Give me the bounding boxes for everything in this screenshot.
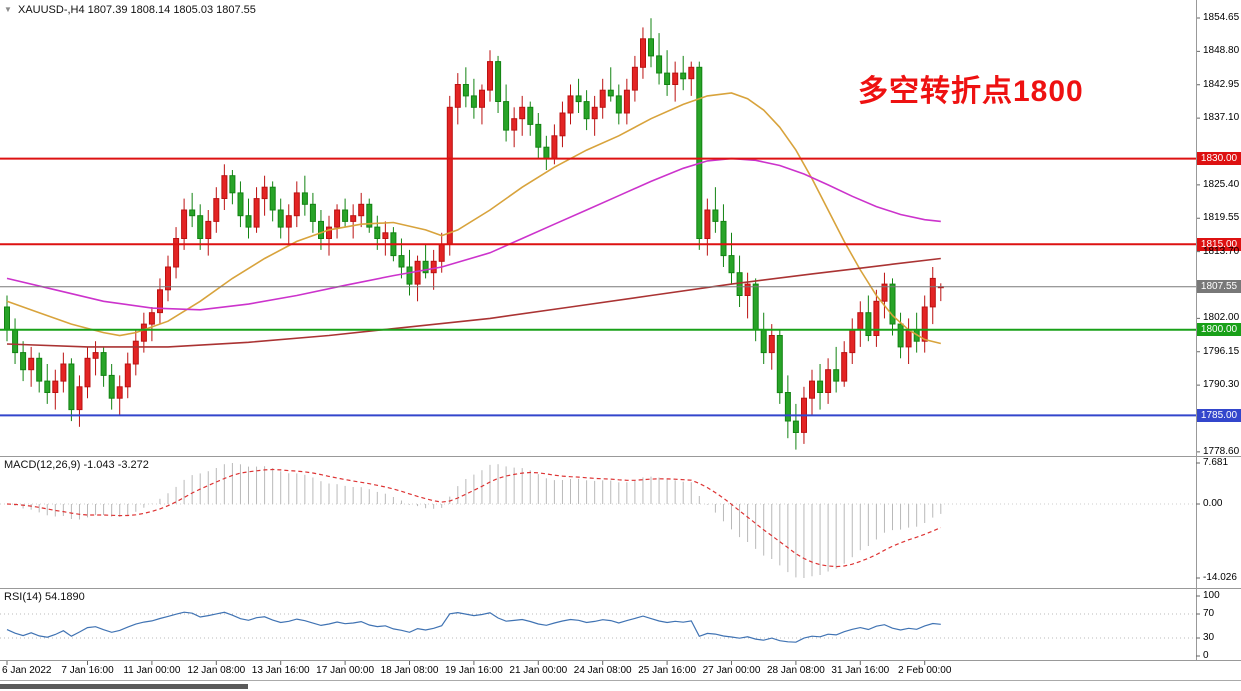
price-badge-1785.00[interactable]: 1785.00 bbox=[1197, 408, 1241, 422]
y-axis-label: 1796.15 bbox=[1203, 345, 1240, 357]
current-price-badge: 1807.55 bbox=[1197, 280, 1241, 294]
hlines-layer[interactable] bbox=[0, 157, 1196, 417]
time-axis-label: 27 Jan 00:00 bbox=[702, 665, 761, 676]
ma-slow-darkred bbox=[6, 257, 941, 348]
time-axis-label: 21 Jan 00:00 bbox=[509, 665, 568, 676]
price-badge-1800.00[interactable]: 1800.00 bbox=[1197, 323, 1241, 337]
chart-ohlc-header: XAUUSD-,H4 1807.39 1808.14 1805.03 1807.… bbox=[18, 4, 256, 16]
price-badge-1815.00[interactable]: 1815.00 bbox=[1197, 237, 1241, 251]
time-axis-label: 12 Jan 08:00 bbox=[187, 665, 246, 676]
macd-header: MACD(12,26,9) -1.043 -3.272 bbox=[4, 459, 149, 471]
time-axis-label: 19 Jan 16:00 bbox=[444, 665, 503, 676]
ma-fast-orange bbox=[6, 92, 941, 345]
y-axis-label: 1819.55 bbox=[1203, 212, 1240, 224]
time-axis-label: 24 Jan 08:00 bbox=[573, 665, 632, 676]
y-axis-label: 1848.80 bbox=[1203, 45, 1240, 57]
time-axis-label: 2 Feb 00:00 bbox=[898, 665, 952, 676]
rsi-axis-label: 100 bbox=[1203, 590, 1220, 601]
y-axis-label: 1790.30 bbox=[1203, 379, 1240, 391]
ma-mid-magenta bbox=[6, 157, 941, 311]
price-badge-1830.00[interactable]: 1830.00 bbox=[1197, 152, 1241, 166]
time-axis-label: 11 Jan 00:00 bbox=[123, 665, 181, 676]
y-axis-label: 1802.00 bbox=[1203, 312, 1240, 324]
h-scrollbar-thumb[interactable] bbox=[0, 684, 248, 689]
annotation-text: 多空转折点1800 bbox=[858, 75, 1084, 108]
macd-axis-label: 7.681 bbox=[1203, 457, 1229, 468]
rsi-axis-label: 30 bbox=[1203, 632, 1215, 643]
time-axis-label: 31 Jan 16:00 bbox=[831, 665, 890, 676]
y-axis-label: 1837.10 bbox=[1203, 112, 1240, 124]
macd-axis-label: 0.00 bbox=[1203, 498, 1223, 509]
time-axis-label: 13 Jan 16:00 bbox=[251, 665, 310, 676]
rsi-line bbox=[6, 611, 941, 643]
y-axis-label: 1825.40 bbox=[1203, 178, 1240, 190]
time-axis-label: 28 Jan 08:00 bbox=[766, 665, 825, 676]
indicator-layers bbox=[0, 463, 1196, 643]
y-axis-label: 1854.65 bbox=[1203, 12, 1240, 23]
time-axis-label: 6 Jan 2022 bbox=[2, 665, 52, 676]
y-axis-label: 1842.95 bbox=[1203, 78, 1240, 90]
y-axis-label: 1778.60 bbox=[1203, 445, 1240, 457]
macd-axis-label: -14.026 bbox=[1203, 572, 1237, 583]
ma-overlays-layer bbox=[6, 92, 941, 348]
time-axis-label: 25 Jan 16:00 bbox=[638, 665, 697, 676]
rsi-header: RSI(14) 54.1890 bbox=[4, 591, 85, 603]
rsi-axis-label: 0 bbox=[1203, 650, 1209, 661]
y-axis-label: 1813.70 bbox=[1203, 245, 1240, 257]
time-axis-label: 17 Jan 00:00 bbox=[316, 665, 375, 676]
time-axis-label: 18 Jan 08:00 bbox=[380, 665, 439, 676]
macd-signal-line bbox=[6, 468, 942, 568]
time-axis-label: 7 Jan 16:00 bbox=[61, 665, 114, 676]
symbol-dropdown-icon[interactable]: ▼ bbox=[4, 5, 12, 14]
rsi-axis-label: 70 bbox=[1203, 608, 1215, 619]
